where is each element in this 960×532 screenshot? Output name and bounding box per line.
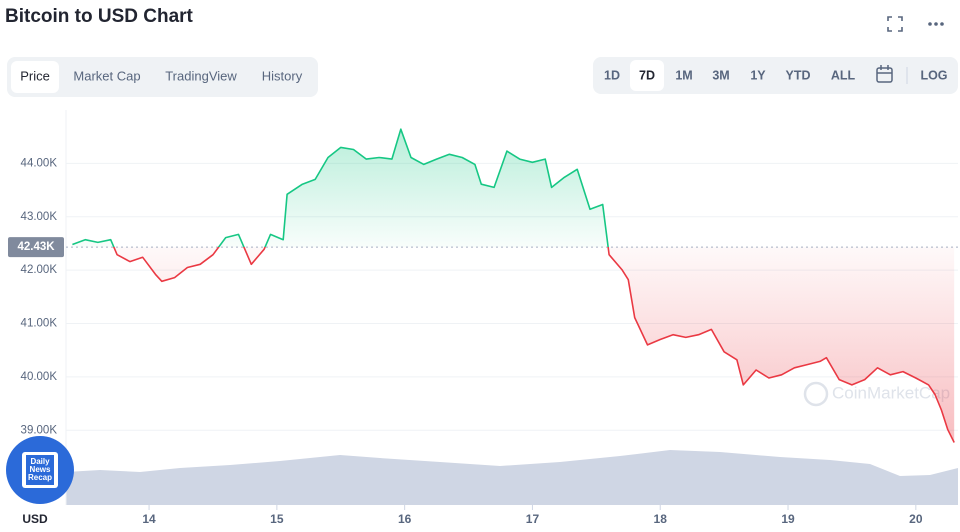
range-button[interactable]: YTD bbox=[786, 68, 811, 82]
badge: Daily News Recap bbox=[6, 436, 74, 504]
tab[interactable]: Price bbox=[20, 68, 50, 83]
volume-area bbox=[66, 450, 958, 505]
fullscreen-icon[interactable] bbox=[887, 16, 903, 32]
y-tick-label: 40.00K bbox=[21, 371, 58, 383]
range-button[interactable]: 1M bbox=[675, 68, 692, 82]
badge-text: Daily bbox=[30, 457, 50, 466]
badge-text: Recap bbox=[28, 473, 52, 482]
y-axis-unit: USD bbox=[22, 512, 48, 526]
chart-title: Bitcoin to USD Chart bbox=[5, 6, 194, 27]
tab-active-bg bbox=[11, 61, 59, 93]
watermark: CoinMarketCap bbox=[832, 383, 950, 402]
y-tick-label: 39.00K bbox=[21, 424, 58, 436]
tab[interactable]: History bbox=[262, 68, 303, 83]
tab[interactable]: TradingView bbox=[165, 68, 237, 83]
range-active-bg bbox=[630, 60, 664, 91]
watermark-logo bbox=[803, 381, 829, 407]
range-button[interactable]: LOG bbox=[920, 68, 947, 82]
range-button[interactable]: ALL bbox=[831, 68, 856, 82]
area-fill bbox=[72, 129, 955, 443]
range-button[interactable]: 7D bbox=[639, 68, 655, 82]
baseline-label-bg bbox=[8, 237, 64, 258]
range-bar bbox=[593, 57, 958, 94]
baseline-label: 42.43K bbox=[17, 241, 55, 253]
range-button[interactable]: 1D bbox=[604, 68, 620, 82]
x-tick-label: 15 bbox=[270, 512, 284, 526]
tab[interactable]: Market Cap bbox=[73, 68, 140, 83]
x-tick-label: 20 bbox=[909, 512, 923, 526]
y-tick-label: 44.00K bbox=[21, 157, 58, 169]
x-tick-label: 18 bbox=[654, 512, 668, 526]
range-button[interactable]: 3M bbox=[712, 68, 729, 82]
tab-bar bbox=[7, 57, 318, 97]
x-tick-label: 19 bbox=[781, 512, 795, 526]
y-tick-label: 42.00K bbox=[21, 264, 58, 276]
y-tick-label: 43.00K bbox=[21, 211, 58, 223]
range-button[interactable]: 1Y bbox=[750, 68, 766, 82]
x-tick-label: 14 bbox=[142, 512, 156, 526]
x-tick-label: 17 bbox=[526, 512, 540, 526]
x-tick-label: 16 bbox=[398, 512, 412, 526]
badge-text: News bbox=[30, 465, 51, 474]
calendar-icon[interactable] bbox=[876, 65, 893, 83]
more-icon[interactable] bbox=[928, 22, 944, 26]
price-line bbox=[72, 128, 955, 443]
y-tick-label: 41.00K bbox=[21, 318, 58, 330]
